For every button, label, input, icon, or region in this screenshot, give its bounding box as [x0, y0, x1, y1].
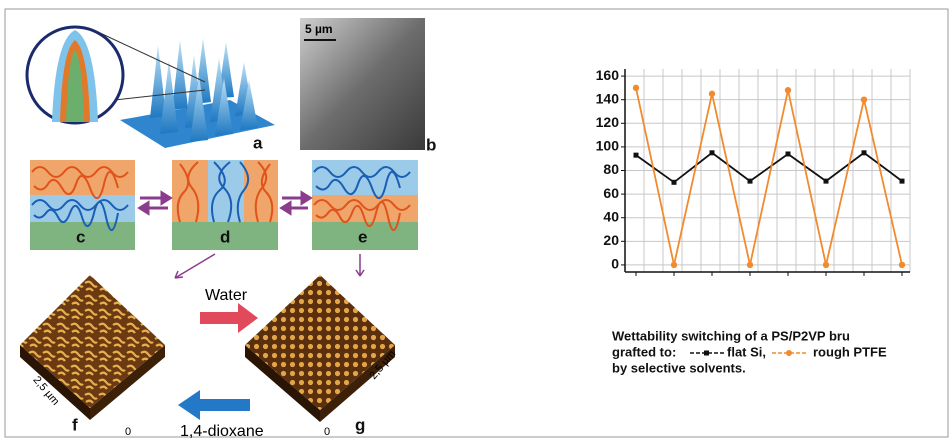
caption: by selective solvents.	[612, 360, 746, 375]
y-tick-label: 80	[603, 161, 619, 177]
point	[862, 150, 867, 155]
y-tick-label: 0	[611, 256, 619, 272]
y-tick-label: 20	[603, 232, 619, 248]
scale-label: 5 µm	[305, 22, 333, 36]
panel-label: e	[358, 227, 367, 246]
caption: grafted to:	[612, 344, 676, 359]
legend-label: flat Si,	[727, 344, 766, 359]
point	[672, 180, 677, 185]
panel-label: c	[76, 227, 85, 246]
point	[824, 179, 829, 184]
point	[748, 179, 753, 184]
zero-label: 0	[125, 426, 131, 438]
water-label: Water	[205, 287, 248, 304]
point	[747, 262, 753, 268]
point	[861, 96, 867, 102]
figure: a 5 µm b c d e 2,5 µm 2,5 µm	[0, 0, 949, 438]
frame	[5, 9, 948, 437]
legend-marker	[786, 350, 792, 356]
legend-label: rough PTFE	[813, 344, 887, 359]
caption: Wettability switching of a PS/P2VP bru	[612, 328, 850, 343]
sem-image	[300, 18, 425, 150]
point	[899, 262, 905, 268]
y-tick-label: 140	[596, 90, 620, 106]
point	[900, 179, 905, 184]
point	[671, 262, 677, 268]
point	[823, 262, 829, 268]
panel-label: d	[220, 227, 230, 246]
y-tick-label: 120	[596, 114, 620, 130]
panel-label: g	[355, 415, 365, 434]
panel-label: f	[72, 415, 78, 434]
y-tick-label: 100	[596, 138, 620, 154]
point	[633, 85, 639, 91]
zero-label: 0	[324, 426, 330, 438]
legend-marker	[704, 351, 709, 356]
panel-label: a	[253, 133, 263, 152]
dioxane-label: 1,4-dioxane	[180, 423, 264, 438]
point	[710, 150, 715, 155]
point	[785, 87, 791, 93]
y-tick-label: 40	[603, 208, 619, 224]
y-tick-label: 160	[596, 67, 620, 83]
panel-label: b	[426, 135, 436, 154]
point	[634, 153, 639, 158]
y-tick-label: 60	[603, 185, 619, 201]
point	[709, 91, 715, 97]
point	[786, 151, 791, 156]
